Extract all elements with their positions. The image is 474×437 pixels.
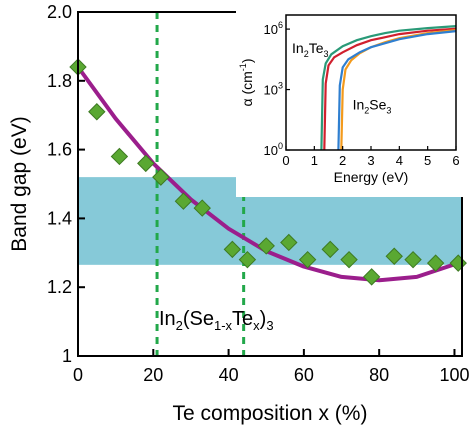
data-point <box>404 250 422 269</box>
formula-sub-2: 2 <box>176 318 183 333</box>
data-points-layer <box>69 58 467 286</box>
in2se3-label: In2Se3 <box>353 97 392 116</box>
data-point <box>238 250 257 269</box>
data-point <box>110 147 129 166</box>
data-point <box>340 250 358 269</box>
inset-y-axis-label: α (cm-1) <box>238 59 255 107</box>
data-point <box>385 247 403 265</box>
inset-x-axis-label: Energy (eV) <box>334 169 409 185</box>
data-point <box>88 103 106 121</box>
inset-y-tick-label: 106 <box>264 20 283 37</box>
data-point <box>257 237 275 255</box>
inset-x-tick-label: 2 <box>339 153 346 168</box>
y-tick-label: 2.0 <box>47 2 72 22</box>
absorption-curve-1 <box>320 25 457 151</box>
data-point <box>321 240 339 259</box>
inset-y-tick-label: 103 <box>264 81 283 98</box>
inset-axis-ticks: 0 1 2 3 4 5 6 100 103 106 <box>264 20 460 168</box>
formula-sub-1-x: 1-x <box>214 318 233 333</box>
absorption-curve-2 <box>323 27 457 151</box>
data-point <box>152 168 170 186</box>
y-tick-label: 1 <box>62 346 72 366</box>
formula-sub-3: 3 <box>266 318 273 333</box>
data-point <box>174 192 193 210</box>
inset-x-tick-label: 1 <box>311 153 318 168</box>
y-tick-label: 1.6 <box>47 140 72 160</box>
formula-in: In <box>159 308 176 330</box>
inset-y-tick-label: 100 <box>264 141 283 158</box>
x-tick-label: 0 <box>73 365 83 385</box>
data-point <box>298 250 317 269</box>
x-tick-label: 80 <box>369 365 389 385</box>
inset-background <box>236 5 464 197</box>
x-tick-label: 60 <box>294 365 314 385</box>
data-point <box>223 240 242 259</box>
data-point <box>280 233 298 252</box>
y-tick-label: 1.2 <box>47 277 72 297</box>
absorption-curve-4 <box>337 30 457 151</box>
data-point <box>137 154 155 173</box>
inset-ylabel-close: ) <box>239 59 255 64</box>
data-point <box>426 254 445 272</box>
y-tick-label: 1.8 <box>47 71 72 91</box>
inset-ylabel-main: α (cm <box>239 71 255 106</box>
inset-absorption-curves <box>320 25 457 151</box>
formula-se: (Se <box>183 308 214 330</box>
x-tick-label: 40 <box>219 365 239 385</box>
x-tick-label: 20 <box>143 365 163 385</box>
inset-x-tick-label: 3 <box>367 153 374 168</box>
inset-x-tick-label: 6 <box>452 153 459 168</box>
in2te3-label: In2Te3 <box>292 40 329 59</box>
formula-sub-x: x <box>253 318 260 333</box>
composition-formula-annotation: In2(Se1-xTex)3 <box>159 308 274 333</box>
data-point <box>193 199 211 217</box>
x-axis-label: Te composition x (%) <box>173 402 368 425</box>
inset-x-tick-label: 0 <box>282 153 289 168</box>
inset-ylabel-sup: -1 <box>238 63 248 71</box>
y-tick-label: 1.4 <box>47 208 72 228</box>
formula-te: Te <box>232 308 253 330</box>
data-point <box>362 268 381 286</box>
formula-close: ) <box>260 308 267 330</box>
inset-x-tick-label: 5 <box>424 153 431 168</box>
y-axis-label: Band gap (eV) <box>8 116 31 251</box>
inset-x-tick-label: 4 <box>396 153 403 168</box>
x-tick-label: 100 <box>439 365 469 385</box>
